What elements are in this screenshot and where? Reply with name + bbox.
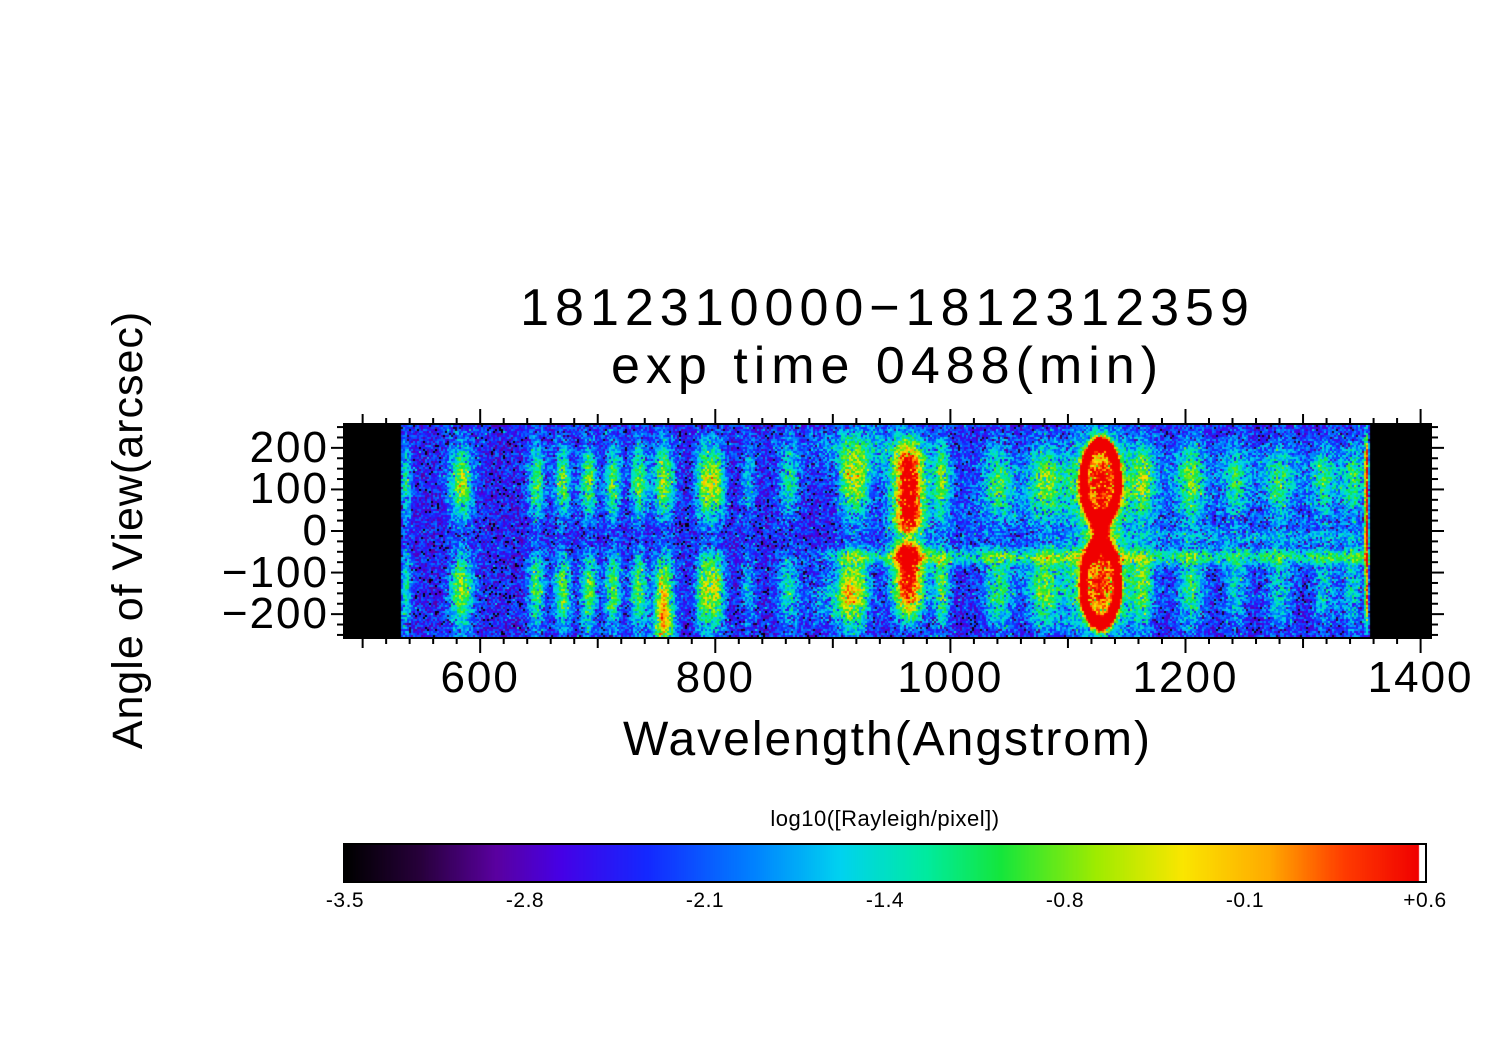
colorbar-tick-label: -3.5	[325, 889, 365, 912]
spectrogram-image	[345, 425, 1430, 637]
colorbar-tick-label: +0.6	[1403, 889, 1447, 912]
plot-title-line1: 1812310000−1812312359	[520, 279, 1255, 337]
colorbar-tick-label: -0.1	[1225, 889, 1265, 912]
colorbar-tick-label: -0.8	[1045, 889, 1085, 912]
y-axis-label: Angle of View(arcsec)	[104, 310, 152, 750]
colorbar-tick-label: -1.4	[865, 889, 905, 912]
y-tick-label: 100	[249, 464, 329, 514]
plot-title-line2: exp time 0488(min)	[610, 337, 1165, 395]
colorbar-frame	[343, 843, 1427, 883]
x-tick-label: 600	[440, 653, 520, 702]
x-tick-label: 1400	[1367, 653, 1474, 702]
colorbar-label: log10([Rayleigh/pixel])	[770, 806, 1000, 831]
colorbar-gradient	[345, 845, 1425, 881]
y-tick-label: 0	[302, 506, 329, 555]
x-tick-label: 1200	[1132, 653, 1239, 702]
x-tick-label: 1000	[897, 653, 1004, 702]
x-axis-label: Wavelength(Angstrom)	[622, 713, 1153, 766]
spectrogram-plot-frame	[343, 423, 1432, 639]
y-tick-label: 200	[249, 422, 329, 472]
y-tick-label: −100	[221, 547, 329, 597]
x-tick-label: 800	[675, 653, 755, 702]
y-tick-label: −200	[221, 589, 329, 639]
colorbar-tick-label: -2.8	[505, 889, 545, 912]
colorbar-tick-label: -2.1	[685, 889, 725, 912]
